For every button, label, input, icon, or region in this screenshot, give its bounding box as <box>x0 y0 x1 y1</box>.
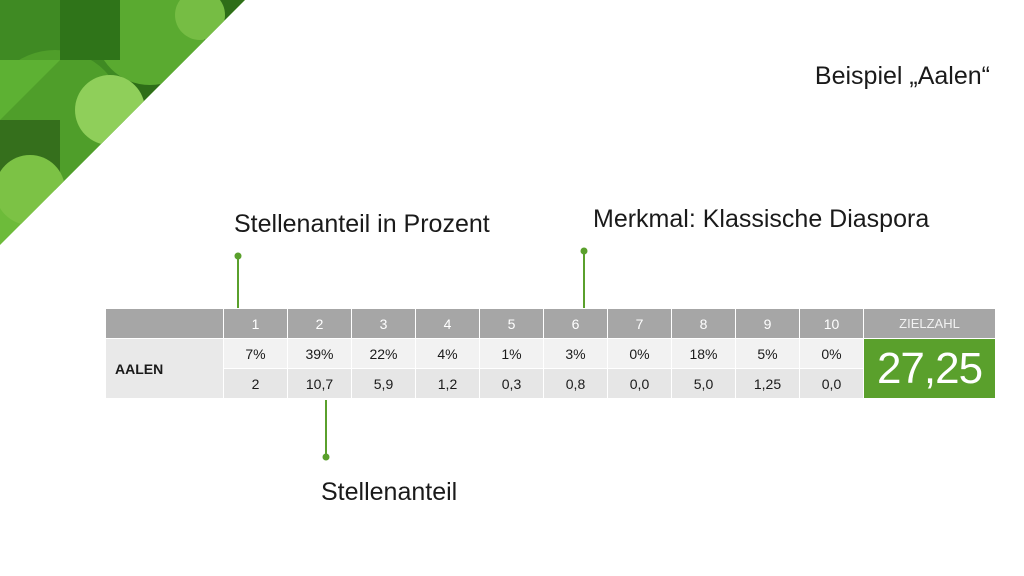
header-cell: 4 <box>415 308 480 339</box>
target-total-cell: 27,25 <box>863 338 996 399</box>
share-label: Stellenanteil <box>321 478 458 506</box>
share-cell: 0,0 <box>799 368 864 399</box>
percent-label: Stellenanteil in Prozent <box>234 210 490 238</box>
header-cell: 3 <box>351 308 416 339</box>
decorative-corner-graphic <box>0 0 245 245</box>
percent-cell: 7% <box>223 338 288 369</box>
share-cell: 5,9 <box>351 368 416 399</box>
header-row: 1 2 3 4 5 6 7 8 9 10 ZIELZAHL <box>105 308 996 339</box>
header-cell: 7 <box>607 308 672 339</box>
percent-cell: 39% <box>287 338 352 369</box>
share-connector-dot <box>322 453 330 461</box>
percent-row: AALEN 7% 39% 22% 4% 1% 3% 0% 18% 5% 0% 2… <box>105 338 996 399</box>
header-cell: 1 <box>223 308 288 339</box>
share-cell: 0,8 <box>543 368 608 399</box>
share-row: 2 10,7 5,9 1,2 0,3 0,8 0,0 5,0 1,25 0,0 <box>106 368 996 399</box>
percent-cell: 22% <box>351 338 416 369</box>
slide-title: Beispiel „Aalen“ <box>814 62 990 90</box>
header-cell: 8 <box>671 308 736 339</box>
percent-cell: 0% <box>799 338 864 369</box>
target-header-cell: ZIELZAHL <box>863 308 996 339</box>
percent-cell: 1% <box>479 338 544 369</box>
header-cell: 6 <box>543 308 608 339</box>
share-cell: 1,25 <box>735 368 800 399</box>
share-cell: 2 <box>223 368 288 399</box>
percent-cell: 0% <box>607 338 672 369</box>
share-cell: 0,0 <box>607 368 672 399</box>
header-cell: 2 <box>287 308 352 339</box>
share-cell: 1,2 <box>415 368 480 399</box>
data-table: 1 2 3 4 5 6 7 8 9 10 ZIELZAHL AALEN 7% 3… <box>105 308 996 399</box>
city-cell: AALEN <box>105 338 224 399</box>
percent-cell: 3% <box>543 338 608 369</box>
header-cell-empty <box>105 308 224 339</box>
header-cell: 5 <box>479 308 544 339</box>
percent-cell: 4% <box>415 338 480 369</box>
percent-cell: 18% <box>671 338 736 369</box>
header-cell: 9 <box>735 308 800 339</box>
percent-cell: 5% <box>735 338 800 369</box>
diaspora-label: Merkmal: Klassische Diaspora <box>593 205 930 233</box>
share-cell: 0,3 <box>479 368 544 399</box>
header-cell: 10 <box>799 308 864 339</box>
share-cell: 5,0 <box>671 368 736 399</box>
diaspora-connector-dot <box>580 247 588 255</box>
share-cell: 10,7 <box>287 368 352 399</box>
percent-connector-dot <box>234 252 242 260</box>
